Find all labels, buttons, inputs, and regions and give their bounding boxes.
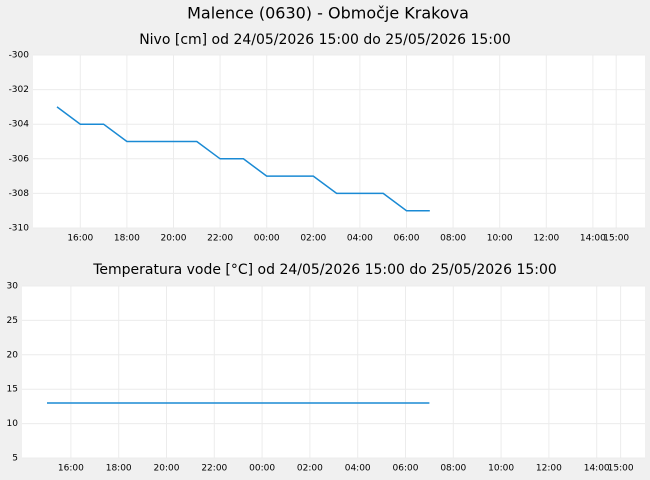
x-tick-label: 20:00 — [161, 234, 187, 244]
x-tick-label: 14:00 — [584, 464, 610, 474]
x-tick-label: 00:00 — [249, 464, 275, 474]
x-tick-label: 16:00 — [58, 464, 84, 474]
x-tick-label: 22:00 — [207, 234, 233, 244]
x-tick-label: 10:00 — [488, 464, 514, 474]
x-tick-label: 14:00 — [580, 234, 606, 244]
page-title: Malence (0630) - Območje Krakova — [187, 4, 469, 23]
x-tick-label: 08:00 — [440, 464, 466, 474]
x-tick-label: 00:00 — [254, 234, 280, 244]
x-tick-label: 04:00 — [345, 464, 371, 474]
x-tick-label: 15:00 — [608, 464, 634, 474]
chart-title: Nivo [cm] od 24/05/2026 15:00 do 25/05/2… — [139, 32, 511, 48]
y-tick-label: 30 — [7, 282, 19, 292]
x-tick-label: 15:00 — [603, 234, 629, 244]
x-tick-label: 18:00 — [114, 234, 140, 244]
x-tick-label: 22:00 — [201, 464, 227, 474]
x-tick-label: 20:00 — [154, 464, 180, 474]
x-tick-label: 02:00 — [297, 464, 323, 474]
y-tick-label: -304 — [9, 120, 30, 130]
y-tick-label: 15 — [7, 385, 18, 395]
y-tick-label: -310 — [9, 224, 30, 234]
y-tick-label: 20 — [7, 350, 19, 360]
plot-area — [33, 55, 645, 228]
x-tick-label: 08:00 — [440, 234, 466, 244]
x-tick-label: 06:00 — [393, 464, 419, 474]
x-tick-label: 12:00 — [533, 234, 559, 244]
y-tick-label: 25 — [7, 316, 18, 326]
x-tick-label: 16:00 — [67, 234, 93, 244]
data-line — [56, 106, 430, 212]
y-tick-label: -308 — [9, 189, 30, 199]
y-tick-label: -302 — [9, 85, 29, 95]
y-tick-label: 5 — [12, 454, 18, 464]
x-tick-label: 04:00 — [347, 234, 373, 244]
x-tick-label: 02:00 — [300, 234, 326, 244]
chart-title: Temperatura vode [°C] od 24/05/2026 15:0… — [92, 262, 557, 278]
y-tick-label: -306 — [9, 154, 30, 164]
x-tick-label: 06:00 — [394, 234, 420, 244]
plot-area — [22, 286, 645, 458]
y-tick-label: 10 — [7, 419, 19, 429]
x-tick-label: 18:00 — [106, 464, 132, 474]
y-tick-label: -300 — [9, 51, 30, 61]
x-tick-label: 12:00 — [536, 464, 562, 474]
x-tick-label: 10:00 — [487, 234, 513, 244]
